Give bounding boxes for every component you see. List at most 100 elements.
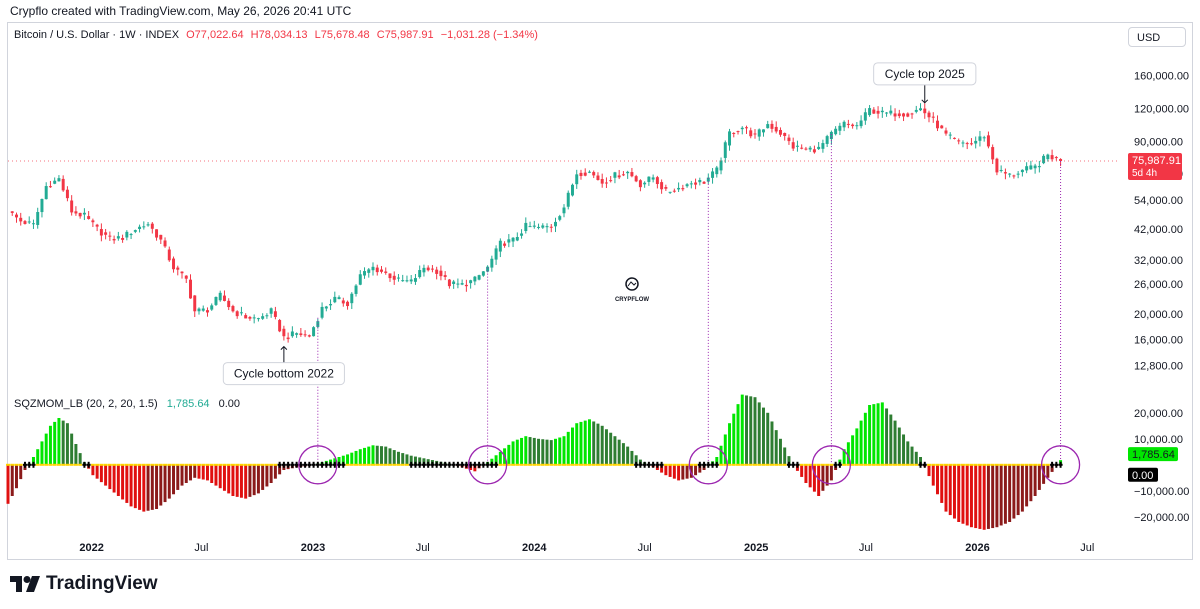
tradingview-logo[interactable]: TradingView xyxy=(10,573,158,595)
momentum-bar xyxy=(1046,464,1050,478)
candle-body xyxy=(855,125,859,127)
candle-body xyxy=(388,273,392,279)
candle-body xyxy=(99,228,103,236)
momentum-bar xyxy=(1033,464,1037,496)
momentum-bar xyxy=(783,447,787,465)
candle-body xyxy=(745,127,748,129)
squeeze-off-dot xyxy=(387,463,392,466)
squeeze-on-dot-v xyxy=(660,461,663,468)
candle-body xyxy=(554,221,557,227)
candle-body xyxy=(1029,165,1033,170)
candle-body xyxy=(885,112,889,114)
squeeze-off-dot xyxy=(965,463,970,466)
candle-body xyxy=(660,182,664,190)
candle-body xyxy=(991,147,995,160)
candle-body xyxy=(269,308,273,314)
momentum-bar xyxy=(566,431,570,465)
squeeze-on-dot-v xyxy=(792,461,795,468)
squeeze-on-dot-v xyxy=(469,461,472,468)
momentum-bar xyxy=(851,435,855,465)
currency-button[interactable]: USD xyxy=(1128,27,1186,47)
squeeze-off-dot xyxy=(95,463,100,466)
candle-body xyxy=(719,160,723,171)
squeeze-off-dot xyxy=(1041,463,1046,466)
momentum-bar xyxy=(919,457,923,465)
candle-body xyxy=(44,186,48,200)
momentum-bar xyxy=(498,451,502,465)
squeeze-on-dot-v xyxy=(87,461,90,468)
squeeze-off-dot xyxy=(506,463,511,466)
squeeze-off-dot xyxy=(14,463,19,466)
momentum-bar xyxy=(770,421,774,465)
momentum-bar xyxy=(902,434,906,465)
squeeze-off-dot xyxy=(345,463,350,466)
squeeze-off-dot xyxy=(859,463,864,466)
time-axis-tick: 2024 xyxy=(522,542,547,554)
momentum-bar xyxy=(812,464,816,492)
candle-body xyxy=(452,281,456,285)
indicator-name[interactable]: SQZMOM_LB (20, 2, 20, 1.5) xyxy=(14,398,158,410)
squeeze-on-dot-v xyxy=(643,461,646,468)
candle-body xyxy=(290,331,294,337)
squeeze-on-dot-v xyxy=(333,461,336,468)
ohlc-change: −1,031.28 (−1.34%) xyxy=(440,29,538,41)
squeeze-off-dot xyxy=(803,463,808,466)
momentum-bar xyxy=(163,464,167,503)
squeeze-off-dot xyxy=(260,463,265,466)
candle-body xyxy=(537,226,541,228)
candle-body xyxy=(919,108,923,111)
squeeze-on-dot-v xyxy=(490,461,493,468)
candle-body xyxy=(838,125,842,131)
squeeze-off-dot xyxy=(540,463,545,466)
squeeze-off-dot xyxy=(154,463,159,466)
candle-body xyxy=(104,232,108,235)
squeeze-off-dot xyxy=(1037,463,1042,466)
candle-body xyxy=(961,142,965,144)
momentum-bar xyxy=(855,428,859,465)
squeeze-circle xyxy=(467,445,508,485)
candle-body xyxy=(443,275,447,277)
candle-body xyxy=(689,183,693,185)
momentum-bar xyxy=(256,464,260,494)
candle-body xyxy=(61,178,65,191)
candle-body xyxy=(430,268,434,270)
momentum-bar xyxy=(375,445,379,465)
squeeze-on-dot-v xyxy=(325,461,328,468)
symbol-name[interactable]: Bitcoin / U.S. Dollar · 1W · INDEX xyxy=(14,29,180,41)
momentum-bar xyxy=(473,464,477,472)
time-axis-tick: Jul xyxy=(638,542,652,554)
squeeze-off-dot xyxy=(884,463,889,466)
squeeze-circle xyxy=(811,445,852,485)
candle-body xyxy=(795,145,799,147)
time-axis-tick: Jul xyxy=(1080,542,1094,554)
momentum-bar xyxy=(859,420,863,465)
candle-body xyxy=(295,333,299,335)
squeeze-off-dot xyxy=(846,463,851,466)
momentum-bar xyxy=(634,455,638,465)
momentum-bar xyxy=(392,450,396,465)
candle-body xyxy=(711,171,715,178)
candle-body xyxy=(439,270,443,277)
momentum-bar xyxy=(108,464,112,490)
candle-body xyxy=(418,270,422,278)
candle-body xyxy=(464,284,468,287)
candle-body xyxy=(995,158,999,173)
momentum-bar xyxy=(384,446,388,465)
candle-body xyxy=(532,225,536,227)
squeeze-off-dot xyxy=(680,463,685,466)
candle-body xyxy=(1042,155,1046,164)
candles-group xyxy=(10,103,1063,343)
candle-body xyxy=(261,316,265,319)
candle-body xyxy=(766,124,770,129)
candle-body xyxy=(142,226,146,228)
momentum-bar xyxy=(210,464,214,483)
momentum-bar xyxy=(74,444,78,465)
momentum-bar xyxy=(609,432,613,465)
candle-body xyxy=(672,190,676,192)
squeeze-off-dot xyxy=(744,463,749,466)
momentum-bar xyxy=(808,464,812,488)
time-axis-tick: 2025 xyxy=(744,542,768,554)
squeeze-off-dot xyxy=(73,463,78,466)
price-axis-tick: 16,000.00 xyxy=(1134,335,1183,347)
